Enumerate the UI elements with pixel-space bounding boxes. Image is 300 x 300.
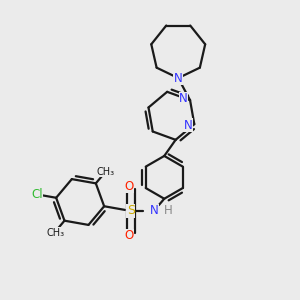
Text: O: O bbox=[124, 229, 134, 242]
Text: CH₃: CH₃ bbox=[46, 227, 64, 238]
Text: N: N bbox=[183, 119, 192, 132]
Text: Cl: Cl bbox=[31, 188, 43, 201]
Text: CH₃: CH₃ bbox=[97, 167, 115, 176]
Text: N: N bbox=[174, 72, 183, 85]
Text: H: H bbox=[164, 204, 173, 218]
Text: S: S bbox=[127, 204, 135, 218]
Text: N: N bbox=[179, 92, 188, 106]
Text: N: N bbox=[149, 204, 158, 218]
Text: O: O bbox=[124, 180, 134, 193]
